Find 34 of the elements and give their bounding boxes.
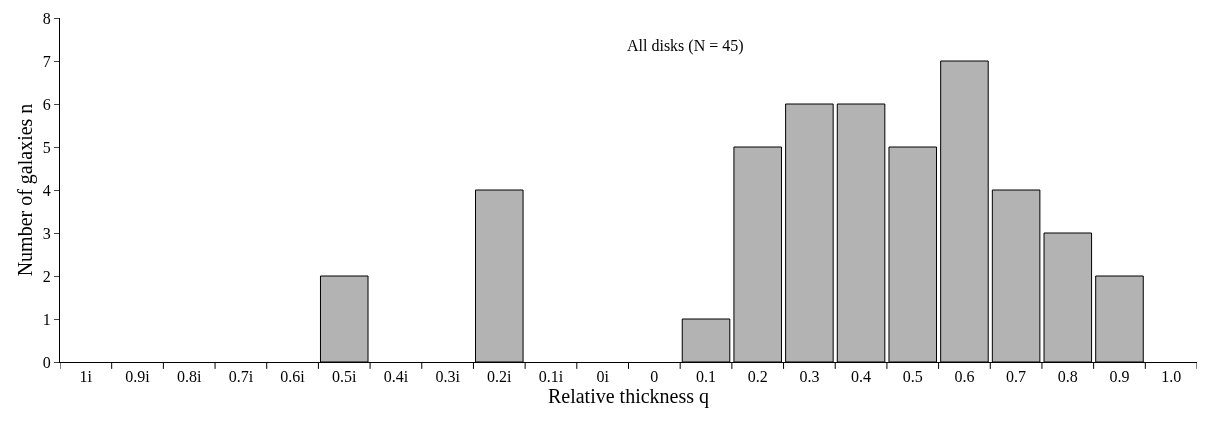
x-tick-label: 0.1 [696,368,717,386]
annotation: All disks (N = 45) [627,37,744,55]
x-tick-label: 1i [79,368,93,386]
x-tick-label: 0.8i [176,368,202,386]
y-tick-label: 7 [42,52,51,70]
x-tick-label: 0.6 [954,368,975,386]
y-tick-label: 1 [42,310,51,328]
y-axis-title: Number of galaxies n [14,103,38,277]
x-tick-label: 0.4i [383,368,409,386]
x-tick-label: 0.2 [747,368,768,386]
x-tick-label: 0.4 [851,368,872,386]
x-tick-label: 0.7 [1006,368,1027,386]
y-tick-label: 3 [42,224,51,242]
x-tick-label: 0.1i [538,368,564,386]
y-tick-label: 0 [42,353,51,371]
x-tick-label: 0 [650,368,659,386]
y-tick-label: 5 [42,138,51,156]
y-tick-label: 2 [42,267,51,285]
x-tick-label: 0.9 [1109,368,1130,386]
x-tick-label: 0.8 [1057,368,1078,386]
x-tick-label: 0.5i [332,368,358,386]
x-tick-label: 1.0 [1161,368,1182,386]
x-tick-label: 0.5 [902,368,923,386]
x-tick-label: 0.3i [435,368,461,386]
x-tick-label: 0.7i [228,368,254,386]
x-axis-title: Relative thickness q [547,385,710,409]
x-tick-label: 0.6i [280,368,306,386]
y-tick-label: 8 [42,9,51,27]
x-tick-label: 0i [596,368,610,386]
x-tick-label: 0.9i [125,368,151,386]
x-tick-label: 0.2i [487,368,513,386]
y-tick-label: 4 [42,181,51,199]
x-tick-label: 0.3 [799,368,820,386]
y-tick-label: 6 [42,95,51,113]
